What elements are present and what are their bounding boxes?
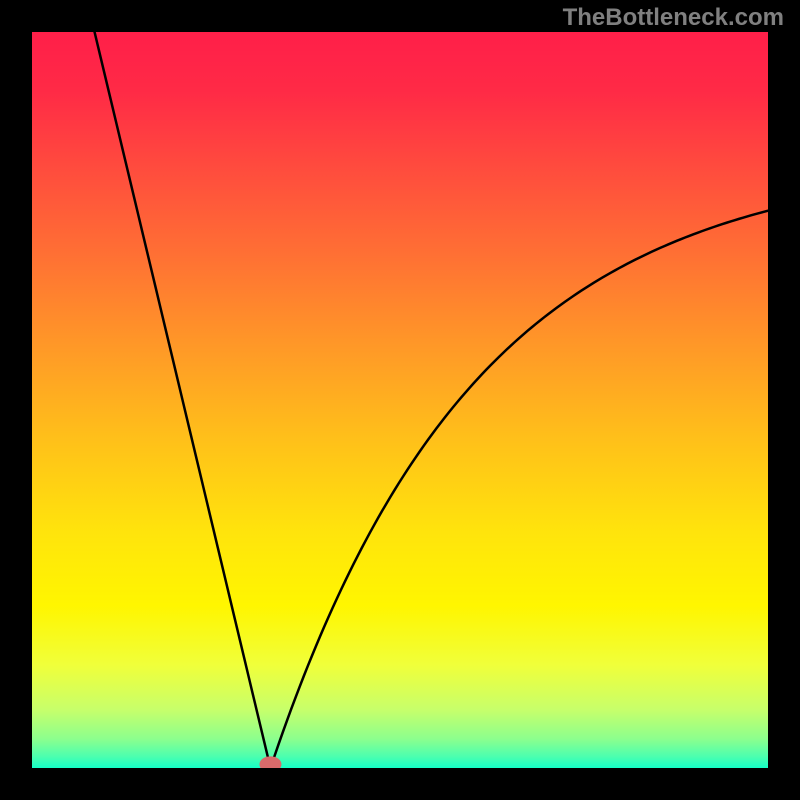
curve-layer: [32, 32, 768, 768]
plot-area: [32, 32, 768, 768]
canvas: TheBottleneck.com: [0, 0, 800, 800]
bottleneck-curve: [95, 32, 768, 768]
watermark: TheBottleneck.com: [563, 4, 784, 32]
optimal-marker: [259, 756, 281, 768]
